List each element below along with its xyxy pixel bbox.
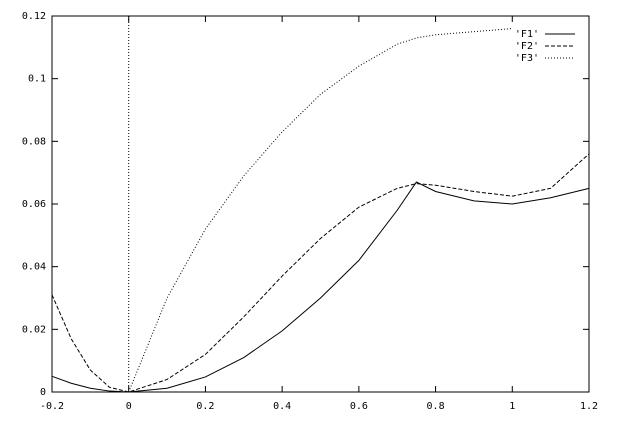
- x-tick-label: 0: [126, 401, 132, 412]
- x-tick-label: 0.4: [273, 401, 291, 412]
- y-tick-label: 0.02: [22, 324, 46, 335]
- y-tick-label: 0: [40, 387, 46, 398]
- y-tick-label: 0.1: [28, 74, 46, 85]
- legend-label: 'F1': [515, 29, 539, 40]
- legend-label: 'F3': [515, 53, 539, 64]
- x-tick-label: 0.8: [427, 401, 445, 412]
- y-tick-label: 0.04: [22, 262, 46, 273]
- x-tick-label: 1: [509, 401, 515, 412]
- legend-label: 'F2': [515, 41, 539, 52]
- x-tick-label: 0.6: [350, 401, 368, 412]
- y-tick-label: 0.06: [22, 199, 46, 210]
- y-tick-label: 0.08: [22, 136, 46, 147]
- series-line: [51, 153, 590, 393]
- x-tick-label: -0.2: [40, 401, 64, 412]
- series-line: [128, 28, 513, 393]
- x-tick-label: 1.2: [580, 401, 598, 412]
- series-line: [51, 181, 590, 393]
- x-tick-label: 0.2: [196, 401, 214, 412]
- y-tick-label: 0.12: [22, 11, 46, 22]
